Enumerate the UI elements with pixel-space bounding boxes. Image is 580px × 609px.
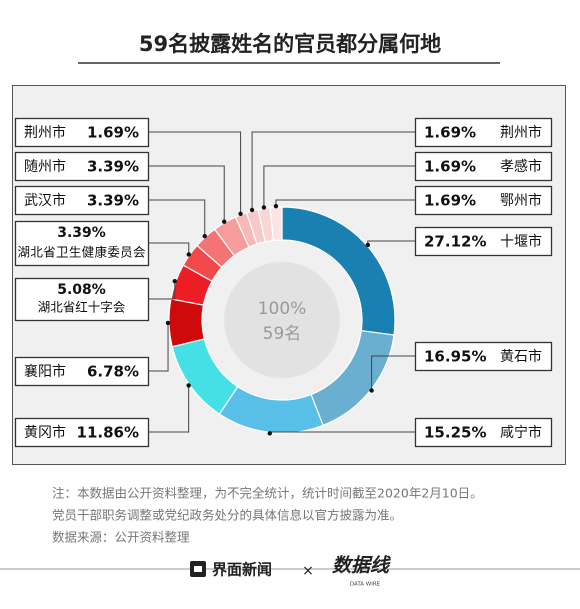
label-box <box>14 151 150 182</box>
brand-icon-inner <box>194 566 202 572</box>
category-label: 十堰市 <box>500 233 542 250</box>
category-label: 湖北省红十字会 <box>38 300 126 315</box>
leader-dot <box>365 242 371 248</box>
label-box <box>414 185 553 216</box>
value-label: 15.25% <box>424 424 486 442</box>
partner-tagline: DATA WIRE <box>350 582 381 588</box>
value-label: 5.08% <box>57 282 106 298</box>
value-label: 3.39% <box>57 225 106 241</box>
leader-line <box>371 355 415 391</box>
leader-dot <box>261 205 267 210</box>
label-box <box>414 226 553 257</box>
brand: 界面新闻 <box>212 561 272 579</box>
category-label: 襄阳市 <box>24 363 66 380</box>
leader-line <box>263 165 415 208</box>
value-label: 6.78% <box>87 363 139 381</box>
label-box <box>14 417 150 448</box>
label-box <box>414 341 553 372</box>
center-label: 100% <box>258 299 307 319</box>
category-label: 孝感市 <box>500 158 542 175</box>
leader-dot <box>202 233 207 239</box>
leader-line <box>148 131 242 214</box>
leader-line <box>148 281 176 300</box>
value-label: 1.69% <box>87 124 139 142</box>
category-label: 黄石市 <box>500 348 542 365</box>
leader-dot <box>238 211 243 216</box>
leader-dot <box>186 252 191 257</box>
leader-line <box>148 322 169 372</box>
brand-join: × <box>302 563 314 579</box>
leader-line <box>148 199 206 237</box>
partner: 数据线 <box>332 555 391 577</box>
label-box <box>414 417 553 448</box>
label-box <box>14 220 150 267</box>
leader-dot <box>267 431 272 436</box>
value-label: 11.86% <box>77 424 139 442</box>
donut-segment <box>168 298 205 348</box>
label-box <box>14 117 150 148</box>
leader-dot <box>273 203 279 209</box>
leader-line <box>148 242 190 255</box>
center-sublabel: 59名 <box>263 324 302 344</box>
leader-dot <box>172 279 177 284</box>
value-label: 3.39% <box>87 158 139 176</box>
label-box <box>14 185 150 216</box>
center-disc <box>224 262 340 378</box>
category-label: 随州市 <box>24 158 66 175</box>
category-label: 咸宁市 <box>500 424 542 441</box>
value-label: 1.69% <box>424 124 476 142</box>
label-box <box>14 277 150 322</box>
category-label: 武汉市 <box>24 192 66 209</box>
note: 注：本数据由公开资料整理，为不完全统计，统计时间截至2020年2月10日。 <box>52 486 483 501</box>
leader-line <box>251 131 415 210</box>
value-label: 27.12% <box>424 233 486 251</box>
leader-dot <box>369 388 374 393</box>
value-label: 3.39% <box>87 192 139 210</box>
label-box <box>414 117 553 148</box>
label-box <box>414 151 553 182</box>
category-label: 黄冈市 <box>24 424 66 441</box>
donut <box>168 206 396 434</box>
category-label: 荆州市 <box>500 124 542 141</box>
donut-segment <box>269 206 283 242</box>
leader-line <box>148 385 190 433</box>
leader-line <box>148 165 225 222</box>
leader-dot <box>249 207 255 213</box>
chart-title: 59名披露姓名的官员都分属何地 <box>139 32 441 56</box>
leader-dot <box>186 383 191 388</box>
value-label: 16.95% <box>424 348 486 366</box>
category-label: 湖北省卫生健康委员会 <box>18 245 146 260</box>
label-box <box>14 356 150 387</box>
category-label: 荆州市 <box>24 124 66 141</box>
label-boxes: 十堰市 27.12% 黄石市 16.95% 咸宁市 15.25% 黄冈市 11.86% 襄阳市 6… <box>14 117 553 448</box>
leader-dot <box>165 320 171 326</box>
leader-dot <box>222 219 227 224</box>
value-label: 1.69% <box>424 192 476 210</box>
source: 数据来源：公开资料整理 <box>52 530 190 545</box>
value-label: 1.69% <box>424 158 476 176</box>
category-label: 鄂州市 <box>500 192 542 209</box>
note: 党员干部职务调整或党纪政务处分的具体信息以官方披露为准。 <box>52 508 402 523</box>
